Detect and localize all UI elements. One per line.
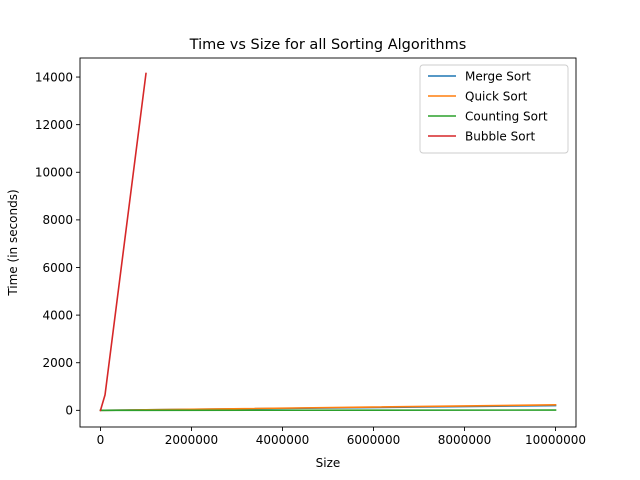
y-tick-label: 10000 <box>35 166 73 180</box>
legend: Merge Sort Quick Sort Counting Sort Bubble … <box>419 64 569 154</box>
y-tick-label: 4000 <box>42 308 73 322</box>
y-tick-label: 8000 <box>42 213 73 227</box>
x-axis: 0 2000000 4000000 6000000 8000000 10000000 <box>97 427 586 447</box>
y-tick-label: 12000 <box>35 118 73 132</box>
y-tick-label: 6000 <box>42 261 73 275</box>
series-line-3 <box>99 72 147 412</box>
x-tick-label: 4000000 <box>256 433 309 447</box>
x-axis-label: Size <box>316 456 341 470</box>
x-tick-label: 6000000 <box>347 433 400 447</box>
x-tick-label: 8000000 <box>438 433 491 447</box>
chart-title: Time vs Size for all Sorting Algorithms <box>189 37 467 53</box>
legend-label-2: Counting Sort <box>465 109 548 123</box>
legend-box <box>419 64 569 154</box>
y-tick-label: 14000 <box>35 70 73 84</box>
x-tick-label: 10000000 <box>525 433 586 447</box>
x-tick-label: 0 <box>97 433 105 447</box>
y-axis-label: Time (in seconds) <box>6 189 20 296</box>
legend-label-0: Merge Sort <box>465 69 531 83</box>
legend-label-1: Quick Sort <box>465 89 528 103</box>
y-tick-label: 2000 <box>42 356 73 370</box>
x-tick-label: 2000000 <box>165 433 218 447</box>
plot-lines <box>99 72 557 412</box>
y-tick-label: 0 <box>65 404 73 418</box>
plot-frame <box>79 57 577 428</box>
legend-label-3: Bubble Sort <box>465 129 535 143</box>
y-axis: 0 2000 4000 6000 8000 10000 12000 14000 <box>35 70 80 418</box>
